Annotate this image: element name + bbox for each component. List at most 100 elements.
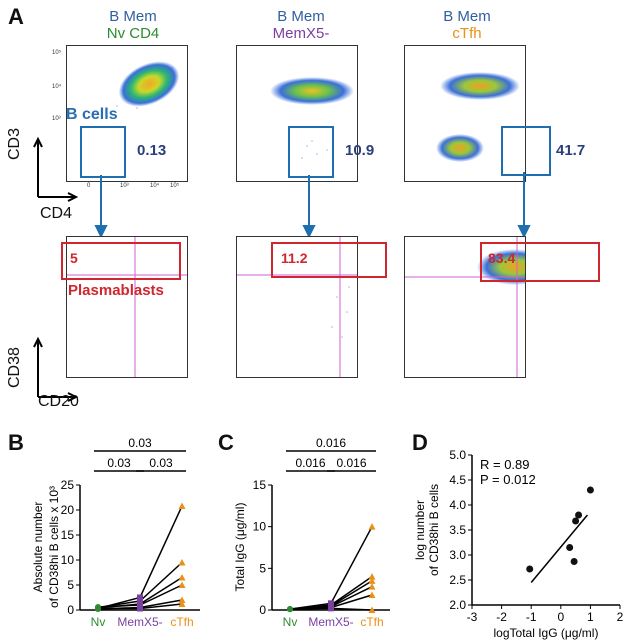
tick-label: 0 <box>87 183 91 189</box>
data-point <box>287 606 293 613</box>
data-point <box>178 502 186 509</box>
y-tick-label: 3.5 <box>449 523 466 537</box>
data-point <box>368 583 376 590</box>
y-tick-label: 2.5 <box>449 573 466 587</box>
x-tick-label: 2 <box>617 610 624 624</box>
data-point <box>566 544 574 551</box>
chart-b: 0 5 10 15 20 25 Nv MemX5- cTfh 0.03 0.03 0.03 Absolu… <box>31 436 200 629</box>
plasma-pct-2: 11.2 <box>281 250 308 266</box>
donor-line <box>97 505 183 610</box>
category-label: cTfh <box>360 615 383 629</box>
flow-plot-bottom-2 <box>236 236 358 378</box>
y-axis-label-line2: of CD38hi B cells x 10³ <box>47 486 61 608</box>
tick-label: 10³ <box>52 116 61 122</box>
x-axis-label: logTotal IgG (μg/ml) <box>494 626 599 640</box>
data-point <box>570 558 578 565</box>
gate-to-plot-arrows <box>94 172 531 239</box>
y-tick-label: 15 <box>253 478 267 492</box>
x-tick-label: -1 <box>526 610 537 624</box>
regression-line <box>530 514 589 583</box>
y-tick-label: 10 <box>61 553 75 567</box>
p-value-label: 0.03 <box>149 456 173 470</box>
y-tick-label: 5.0 <box>449 448 466 462</box>
flow-plot-bottom-1 <box>66 236 188 378</box>
axis-cd3-label: CD3 <box>6 127 23 160</box>
density-cloud <box>436 72 520 162</box>
data-point <box>178 574 186 581</box>
plasmablast-gate-1 <box>61 242 181 280</box>
flow-plot-top-1 <box>66 45 188 182</box>
y-axis-label-line1: log number <box>413 500 427 560</box>
panel-letter-a: A <box>8 4 24 29</box>
cd3-cd4-axis-arrows <box>33 136 78 202</box>
y-tick-label: 0 <box>67 603 74 617</box>
data-point <box>575 511 583 519</box>
data-point <box>368 523 376 530</box>
y-tick-label: 4.0 <box>449 498 466 512</box>
category-label: cTfh <box>170 615 193 629</box>
gate-pct-3: 41.7 <box>556 142 586 159</box>
tick-label: 10⁵ <box>170 183 180 189</box>
data-point <box>178 581 186 588</box>
data-point <box>368 577 376 584</box>
y-axis-label-line2: of CD38hi B cells <box>427 484 441 576</box>
data-point <box>572 517 580 525</box>
category-label: Nv <box>91 615 106 629</box>
flow-plot-bottom-3 <box>404 236 556 378</box>
y-tick-label: 25 <box>61 478 75 492</box>
quadrant-lines <box>67 237 187 377</box>
data-point <box>526 565 534 573</box>
tick-label: 10⁴ <box>150 183 160 189</box>
category-label: MemX5- <box>308 615 353 629</box>
quadrant-lines <box>237 237 357 377</box>
y-tick-label: 5 <box>259 561 266 575</box>
data-point <box>178 596 186 603</box>
cd38-cd20-axis-arrows <box>33 336 78 402</box>
data-point <box>368 606 376 613</box>
data-point <box>137 594 143 601</box>
tick-label: 10³ <box>120 183 129 189</box>
p-value-label: 0.03 <box>128 436 152 450</box>
p-value-label: 0.016 <box>295 456 325 470</box>
b-cells-label: B cells <box>66 106 118 123</box>
data-point <box>328 605 334 612</box>
density-cloud <box>106 61 180 117</box>
plasmablast-gate-3 <box>480 242 600 282</box>
gate-pct-2: 10.9 <box>345 142 375 159</box>
plasma-pct-3: 83.4 <box>488 250 516 266</box>
category-label: MemX5- <box>117 615 162 629</box>
plasmablast-gate-2 <box>271 242 387 278</box>
col1-header-line2: Nv CD4 <box>106 25 160 42</box>
tick-label: 10⁴ <box>52 84 62 90</box>
y-tick-label: 5 <box>67 578 74 592</box>
b-cell-gate-3 <box>501 126 551 176</box>
data-point <box>95 605 101 612</box>
p-value-label: 0.03 <box>107 456 131 470</box>
panel-letter-d: D <box>412 430 428 455</box>
x-tick-label: -3 <box>467 610 478 624</box>
data-point <box>368 591 376 598</box>
flow-plot-top-3 <box>404 45 526 182</box>
b-cell-gate-2 <box>288 126 334 178</box>
y-axis-label-line1: Absolute number <box>31 502 45 593</box>
col3-header-line2: cTfh <box>452 25 482 42</box>
y-tick-label: 15 <box>61 528 75 542</box>
r-annotation: R = 0.89 <box>480 457 530 472</box>
data-point <box>137 605 143 612</box>
density-cloud <box>270 77 354 159</box>
y-tick-label: 10 <box>253 520 267 534</box>
col1-header-line1: B Mem <box>109 8 157 25</box>
chart-d: 2.0 2.5 3.0 3.5 4.0 4.5 5.0 -3 -2 -1 0 1 2 R = 0.89P … <box>413 448 624 640</box>
chart-c: 0 5 10 15 Nv MemX5- cTfh 0.016 0.016 0.016 Total I… <box>233 436 390 629</box>
data-point <box>586 486 594 494</box>
plasmablasts-label: Plasmablasts <box>68 282 164 299</box>
panel-letter-c: C <box>218 430 234 455</box>
p-annotation: P = 0.012 <box>480 472 536 487</box>
axis-cd20-label: CD20 <box>38 393 79 410</box>
y-tick-label: 2.0 <box>449 598 466 612</box>
data-point <box>178 600 186 607</box>
y-axis-label: Total IgG (μg/ml) <box>233 503 247 592</box>
b-cell-gate-1 <box>80 126 126 178</box>
col2-header-line2: MemX5- <box>272 25 330 42</box>
y-tick-label: 4.5 <box>449 473 466 487</box>
